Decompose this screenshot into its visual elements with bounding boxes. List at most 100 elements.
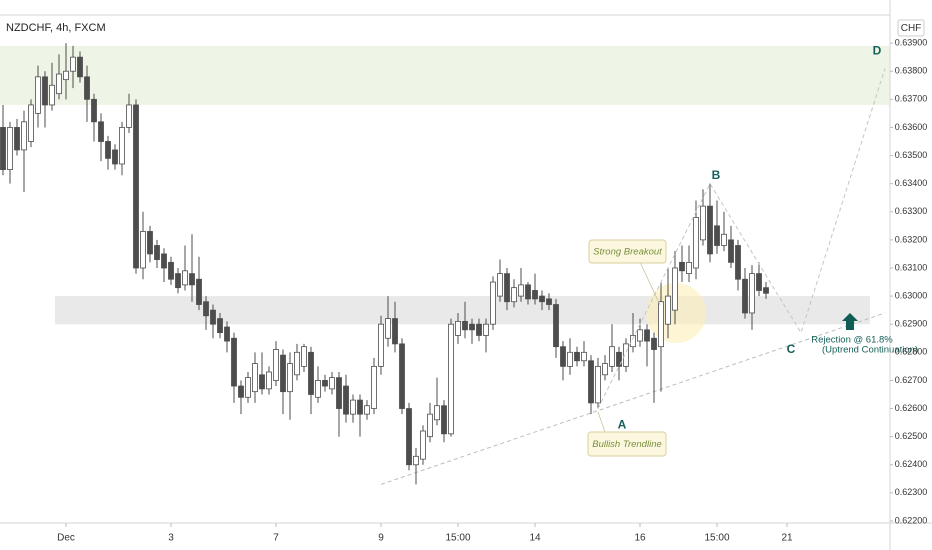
candle-body <box>630 335 636 348</box>
candle-body <box>259 374 265 390</box>
candle-body <box>364 405 370 415</box>
x-tick-label: 9 <box>378 533 384 544</box>
candle-body <box>637 329 643 342</box>
candle-body <box>91 98 97 123</box>
candle-body <box>49 84 55 106</box>
zone <box>0 45 890 105</box>
candle-body <box>147 231 153 255</box>
candle-body <box>119 127 125 165</box>
candle-body <box>224 326 230 342</box>
candle-body <box>182 270 188 286</box>
y-tick-label: 0.63300 <box>895 206 928 216</box>
candle-body <box>420 430 426 460</box>
candle-body <box>497 273 503 297</box>
candle-body <box>203 301 209 317</box>
candle-body <box>42 76 48 106</box>
candle-body <box>126 104 132 128</box>
candle-body <box>574 351 580 362</box>
candle-body <box>329 377 335 390</box>
y-tick-label: 0.63600 <box>895 122 928 132</box>
candle-body <box>371 365 377 409</box>
candle-body <box>483 323 489 336</box>
marks <box>0 43 886 485</box>
candle-body <box>161 253 167 269</box>
y-tick-label: 0.62800 <box>895 347 928 357</box>
candle-body <box>35 76 41 114</box>
candle-body <box>735 245 741 280</box>
candle-body <box>245 377 251 398</box>
candle-body <box>189 273 195 286</box>
candle-body <box>315 380 321 398</box>
candle-body <box>707 205 713 255</box>
candle-body <box>105 141 111 159</box>
currency: CHF <box>901 23 922 34</box>
candle-body <box>133 104 139 269</box>
pattern-label: C <box>787 342 796 356</box>
candle-body <box>658 301 664 348</box>
candle-body <box>560 346 566 367</box>
up-arrow <box>842 313 858 330</box>
candle-body <box>273 349 279 381</box>
candle-body <box>679 261 685 272</box>
x-tick-label: 21 <box>781 533 793 544</box>
candle-body <box>7 127 13 171</box>
candle-body <box>721 233 727 246</box>
candle-body <box>385 318 391 339</box>
callout-pointer <box>597 411 606 433</box>
candle-body <box>700 205 706 241</box>
x-tick-label: 15:00 <box>445 533 470 544</box>
y-tick-label: 0.63500 <box>895 150 928 160</box>
candle-body <box>308 351 314 395</box>
y-tick-label: 0.62300 <box>895 487 928 497</box>
y-tick-label: 0.62600 <box>895 403 928 413</box>
x-tick-label: Dec <box>57 533 75 544</box>
candle-body <box>336 377 342 409</box>
candle-body <box>63 70 69 81</box>
y-tick-label: 0.62500 <box>895 431 928 441</box>
candle-body <box>210 309 216 325</box>
pattern-label: D <box>873 44 882 58</box>
candle-body <box>322 380 328 387</box>
candle-body <box>665 295 671 325</box>
callout-box <box>588 239 667 264</box>
candle-body <box>602 363 608 376</box>
candle-body <box>504 273 510 303</box>
x-tick-label: 16 <box>634 533 646 544</box>
candle-body <box>693 216 699 269</box>
y-tick-label: 0.63400 <box>895 178 928 188</box>
candle-body <box>0 127 6 171</box>
y-tick-label: 0.63800 <box>895 66 928 76</box>
candle-body <box>763 287 769 294</box>
candle-body <box>343 385 349 415</box>
y-tick-label: 0.62400 <box>895 459 928 469</box>
candle-body <box>672 267 678 311</box>
x-tick-label: 7 <box>273 533 279 544</box>
candle-body <box>623 343 629 367</box>
candle-body <box>280 354 286 393</box>
candle-body <box>749 273 755 314</box>
candle-body <box>413 455 419 466</box>
candle-body <box>301 346 307 367</box>
callout-box <box>587 431 667 457</box>
candle-body <box>294 351 300 376</box>
candle-body <box>252 363 258 393</box>
candle-body <box>756 273 762 291</box>
candle-body <box>532 290 538 300</box>
candle-body <box>98 121 104 142</box>
y-tick-label: 0.62700 <box>895 375 928 385</box>
candle-body <box>518 284 524 297</box>
callout-text: Bullish Trendline <box>592 439 662 450</box>
candle-body <box>553 304 559 348</box>
x-tick-label: 3 <box>168 533 174 544</box>
pattern-label: B <box>712 168 721 182</box>
candle-body <box>175 273 181 289</box>
candle-body <box>378 323 384 367</box>
y-tick-label: 0.63100 <box>895 262 928 272</box>
candle-body <box>266 371 272 390</box>
candle-body <box>448 323 454 435</box>
callout-pointer <box>639 261 661 306</box>
candle-body <box>490 281 496 325</box>
y-tick-label: 0.63700 <box>895 94 928 104</box>
x-tick-label: 15:00 <box>704 533 729 544</box>
candle-body <box>140 231 146 269</box>
